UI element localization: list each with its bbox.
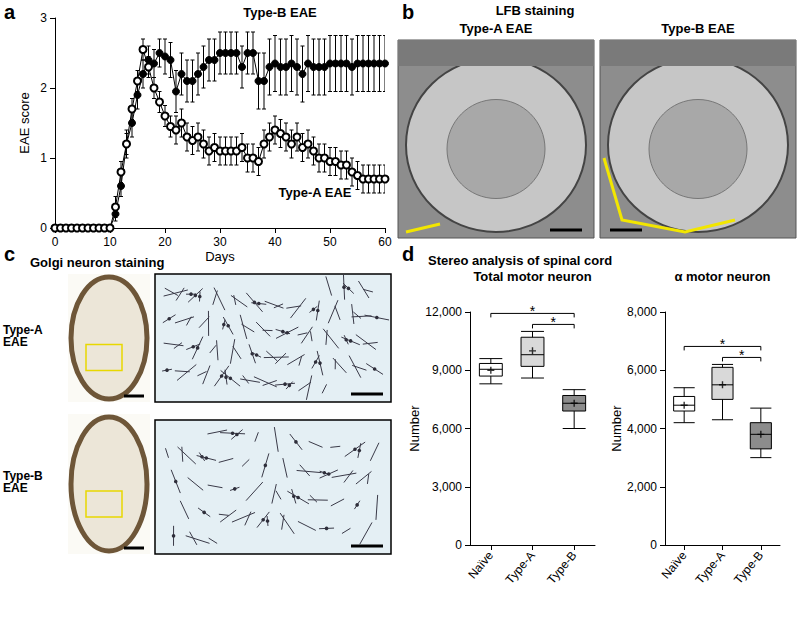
- svg-text:EAE: EAE: [3, 335, 28, 349]
- svg-text:c: c: [4, 243, 15, 265]
- svg-text:30: 30: [213, 235, 227, 249]
- svg-text:3: 3: [40, 11, 47, 25]
- svg-text:50: 50: [323, 235, 337, 249]
- svg-text:Type-B: Type-B: [544, 548, 579, 586]
- svg-text:0: 0: [650, 538, 657, 552]
- svg-text:d: d: [402, 243, 414, 265]
- svg-text:α motor neuron: α motor neuron: [674, 269, 770, 284]
- svg-text:*: *: [720, 336, 726, 352]
- svg-text:Type-A EAE: Type-A EAE: [460, 21, 533, 36]
- svg-text:Number: Number: [609, 405, 624, 452]
- svg-text:3,000: 3,000: [432, 480, 462, 494]
- svg-text:0: 0: [455, 538, 462, 552]
- svg-text:9,000: 9,000: [432, 363, 462, 377]
- svg-text:Type-B EAE: Type-B EAE: [661, 21, 735, 36]
- svg-text:Golgi neuron staining: Golgi neuron staining: [30, 255, 164, 270]
- svg-text:b: b: [402, 1, 414, 23]
- svg-text:40: 40: [268, 235, 282, 249]
- svg-text:20: 20: [158, 235, 172, 249]
- svg-text:Type-A: Type-A: [693, 548, 728, 586]
- svg-text:Type-B: Type-B: [731, 548, 766, 586]
- svg-text:Type-B EAE: Type-B EAE: [243, 5, 317, 20]
- svg-text:Type-A: Type-A: [3, 323, 46, 337]
- svg-text:Total motor neuron: Total motor neuron: [473, 269, 591, 284]
- svg-text:*: *: [551, 314, 557, 330]
- svg-text:Days: Days: [205, 249, 235, 264]
- svg-text:Type-B: Type-B: [3, 469, 47, 483]
- svg-text:Type-A EAE: Type-A EAE: [279, 185, 352, 200]
- svg-text:Stereo analysis of spinal cord: Stereo analysis of spinal cord: [428, 253, 612, 268]
- svg-text:4,000: 4,000: [627, 422, 657, 436]
- svg-text:8,000: 8,000: [627, 305, 657, 319]
- svg-text:*: *: [530, 303, 536, 319]
- svg-text:LFB staining: LFB staining: [496, 3, 575, 18]
- svg-text:EAE score: EAE score: [17, 92, 32, 153]
- svg-text:12,000: 12,000: [425, 305, 462, 319]
- svg-text:0: 0: [40, 221, 47, 235]
- svg-text:0: 0: [52, 235, 59, 249]
- svg-text:Naïve: Naïve: [659, 548, 690, 581]
- svg-text:2,000: 2,000: [627, 480, 657, 494]
- svg-text:Naïve: Naïve: [465, 548, 496, 581]
- svg-text:EAE: EAE: [3, 481, 28, 495]
- svg-text:1: 1: [40, 151, 47, 165]
- svg-text:6,000: 6,000: [432, 422, 462, 436]
- svg-text:10: 10: [103, 235, 117, 249]
- svg-text:6,000: 6,000: [627, 363, 657, 377]
- svg-text:2: 2: [40, 81, 47, 95]
- svg-text:*: *: [739, 347, 745, 363]
- svg-text:Type-A: Type-A: [503, 548, 538, 586]
- svg-text:Number: Number: [407, 405, 422, 452]
- svg-text:60: 60: [378, 235, 392, 249]
- svg-text:a: a: [4, 1, 16, 23]
